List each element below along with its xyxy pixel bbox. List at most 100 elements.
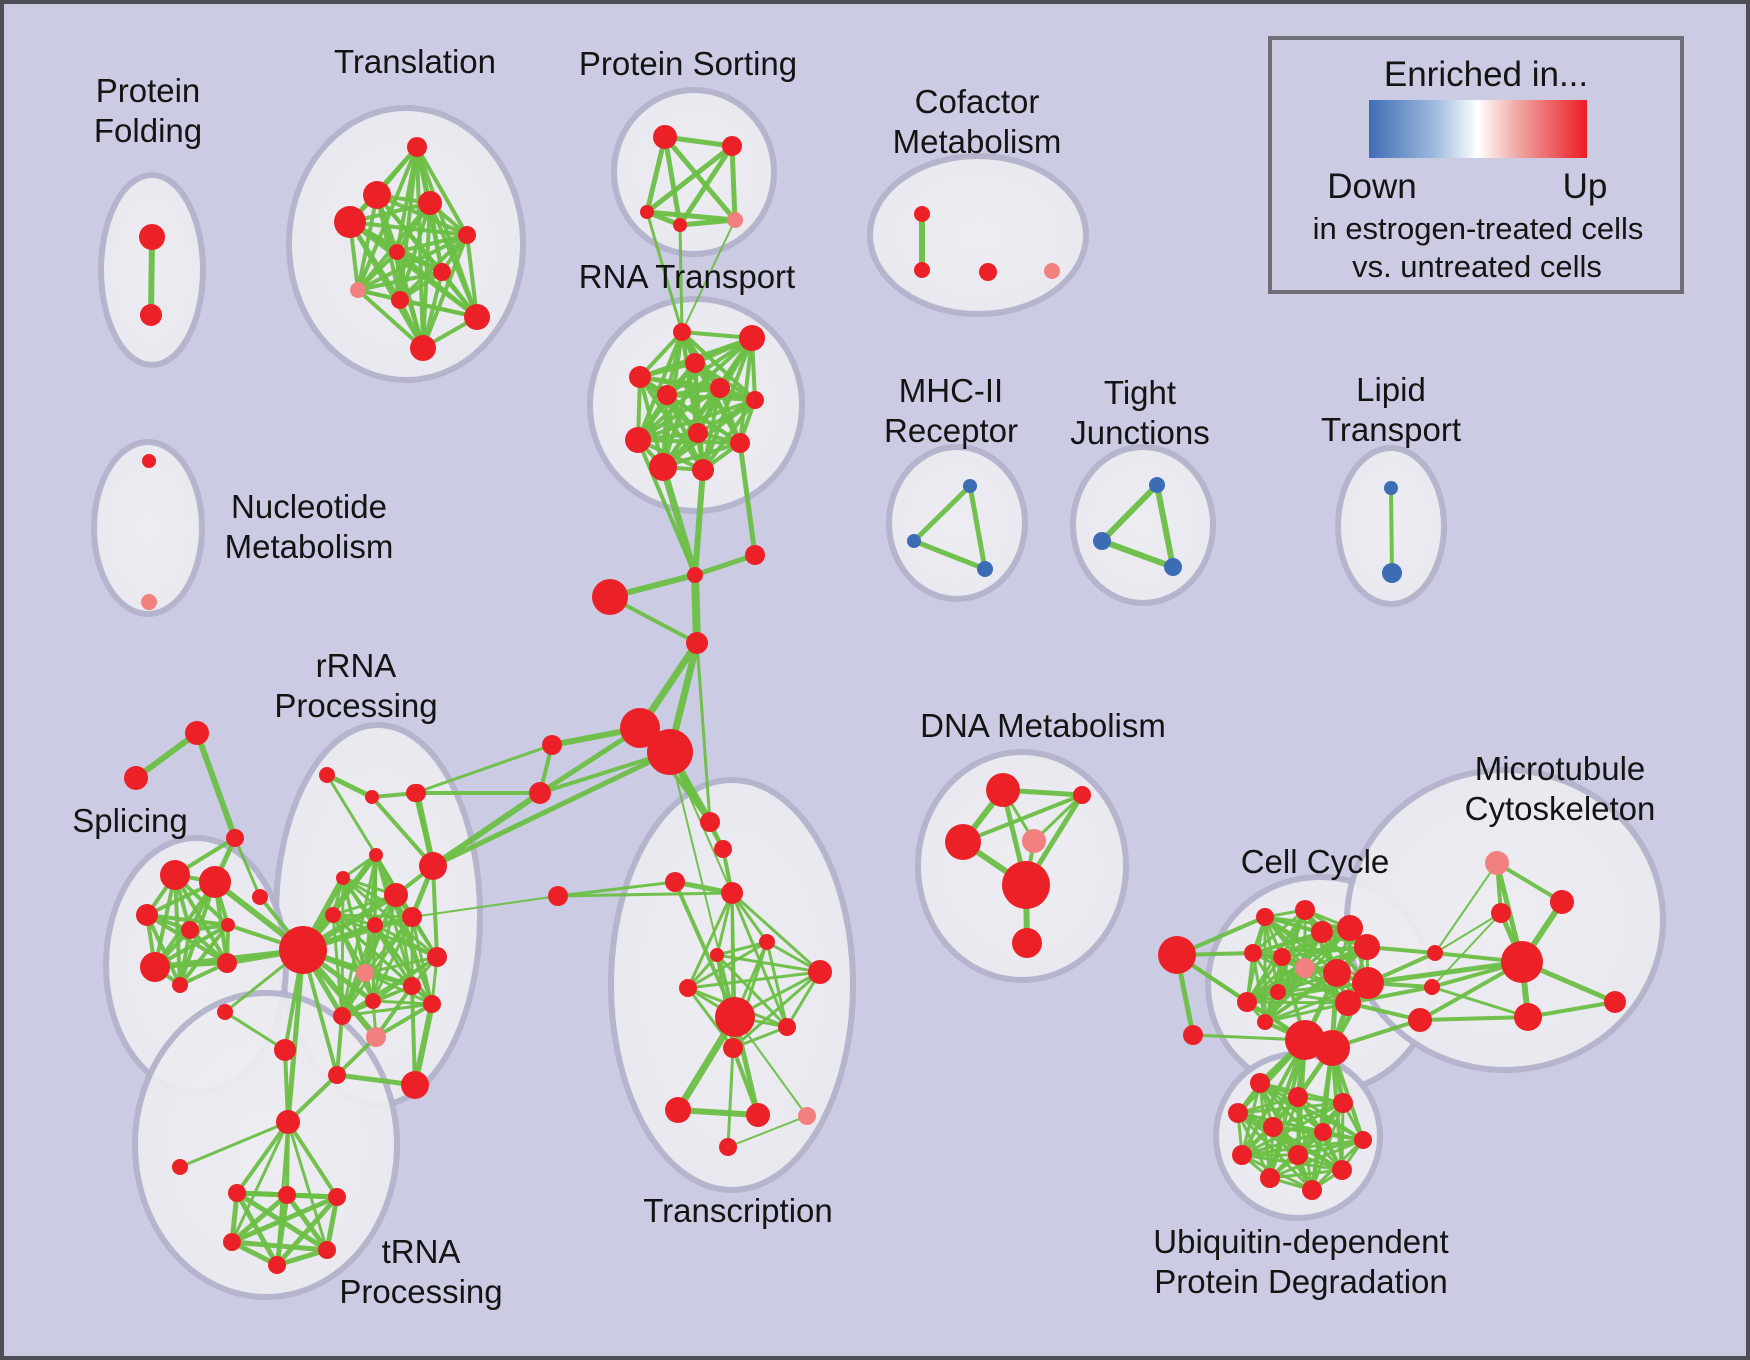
edge <box>178 928 192 987</box>
node-x1-red <box>687 567 703 583</box>
node-k16-red <box>1314 1030 1350 1066</box>
edge <box>286 1120 339 1199</box>
edge <box>686 891 734 990</box>
edge <box>636 438 697 577</box>
node-r3-red <box>685 353 705 373</box>
cluster-label-mhc-ii-receptor: Receptor <box>884 412 1018 449</box>
node-k10-red <box>1352 967 1384 999</box>
node-k5-red <box>1354 934 1380 960</box>
node-b1-red <box>1427 945 1443 961</box>
node-t11-red <box>410 335 436 361</box>
cluster-label-splicing: Splicing <box>72 802 188 839</box>
node-x4-red <box>686 632 708 654</box>
edge <box>675 1107 761 1118</box>
edge <box>661 398 757 469</box>
cluster-label-rrna-processing: Processing <box>274 687 437 724</box>
edge <box>340 955 439 1018</box>
edge <box>1434 862 1498 954</box>
edge <box>398 298 479 319</box>
node-t4-red <box>418 191 442 215</box>
node-tx0-red <box>548 886 568 906</box>
edge <box>636 398 757 442</box>
edge <box>428 201 479 319</box>
edge <box>363 955 439 975</box>
node-tx13-red <box>746 1103 770 1127</box>
edge <box>374 1002 434 1039</box>
edge <box>340 915 414 1018</box>
node-mt3-red <box>1491 903 1511 923</box>
edge <box>356 288 425 350</box>
node-j2-blue <box>1093 532 1111 550</box>
edge <box>356 145 419 292</box>
edge <box>145 913 230 927</box>
node-r9-red <box>730 433 750 453</box>
node-sb-red <box>529 782 551 804</box>
node-tn7-red <box>318 1241 336 1259</box>
node-tx4-red <box>721 882 743 904</box>
cluster-ellipse-nucleotide-metabolism <box>91 439 205 617</box>
node-r10-red <box>625 427 651 453</box>
cluster-label-protein-folding: Folding <box>94 112 202 149</box>
node-d1-red <box>986 773 1020 807</box>
edge <box>286 1120 329 1252</box>
node-t2-red <box>363 181 391 209</box>
cluster-label-translation: Translation <box>334 43 496 80</box>
node-ra17-red <box>333 1007 351 1025</box>
edge <box>695 641 712 824</box>
edge <box>556 891 734 898</box>
edge <box>715 940 769 957</box>
cluster-label-trna-processing: tRNA <box>382 1233 461 1270</box>
edge <box>1434 912 1502 954</box>
node-p2-red <box>722 136 742 156</box>
cluster-label-cofactor-metabolism: Metabolism <box>893 123 1062 160</box>
edge <box>223 1010 287 1052</box>
node-t7-red <box>433 263 451 281</box>
node-tn2-red <box>172 1159 188 1175</box>
edge <box>692 467 706 578</box>
edge <box>681 219 736 333</box>
node-sp13-red <box>274 1039 296 1061</box>
node-k14-red <box>1257 1014 1273 1030</box>
edge <box>1154 482 1176 570</box>
node-p4-red <box>673 218 687 232</box>
node-h2-red <box>647 729 693 775</box>
cluster-label-dna-metabolism: DNA Metabolism <box>920 707 1166 744</box>
cluster-label-cofactor-metabolism: Cofactor <box>915 83 1040 120</box>
edge <box>662 134 683 228</box>
node-tx1-red <box>700 812 720 832</box>
edge <box>284 1192 330 1253</box>
node-t3-red <box>334 206 366 238</box>
node-ra7-red <box>384 883 408 907</box>
edge <box>1526 1000 1617 1019</box>
node-r6-red <box>710 378 730 398</box>
node-u8-red <box>1232 1145 1252 1165</box>
node-sp3-red <box>226 829 244 847</box>
edge <box>1296 1138 1365 1157</box>
legend-up-label: Up <box>1563 167 1608 206</box>
node-sp2-red <box>124 766 148 790</box>
cluster-label-lipid-transport: Transport <box>1321 411 1461 448</box>
edge <box>556 880 677 898</box>
cluster-label-nucleotide-metabolism: Nucleotide <box>231 488 387 525</box>
node-sp7-red <box>181 921 199 939</box>
legend-down-label: Down <box>1327 167 1416 206</box>
node-k12-red <box>1270 984 1286 1000</box>
edge <box>1271 1125 1344 1172</box>
edge <box>765 940 789 1029</box>
node-m1-blue <box>963 479 977 493</box>
node-mt2-red <box>1550 890 1574 914</box>
node-tn6-red <box>223 1233 241 1251</box>
node-d2-red <box>1073 786 1091 804</box>
edge <box>645 210 684 334</box>
node-mt1-pink <box>1485 851 1509 875</box>
edge <box>727 1115 808 1148</box>
node-k13-red <box>1335 990 1361 1016</box>
edge <box>145 913 182 987</box>
edge <box>1240 1130 1325 1157</box>
edge <box>1268 1038 1307 1180</box>
edge <box>356 193 379 292</box>
node-m2-blue <box>907 534 921 548</box>
node-j3-blue <box>1164 558 1182 576</box>
edge <box>1240 1038 1307 1157</box>
edge <box>644 134 668 215</box>
